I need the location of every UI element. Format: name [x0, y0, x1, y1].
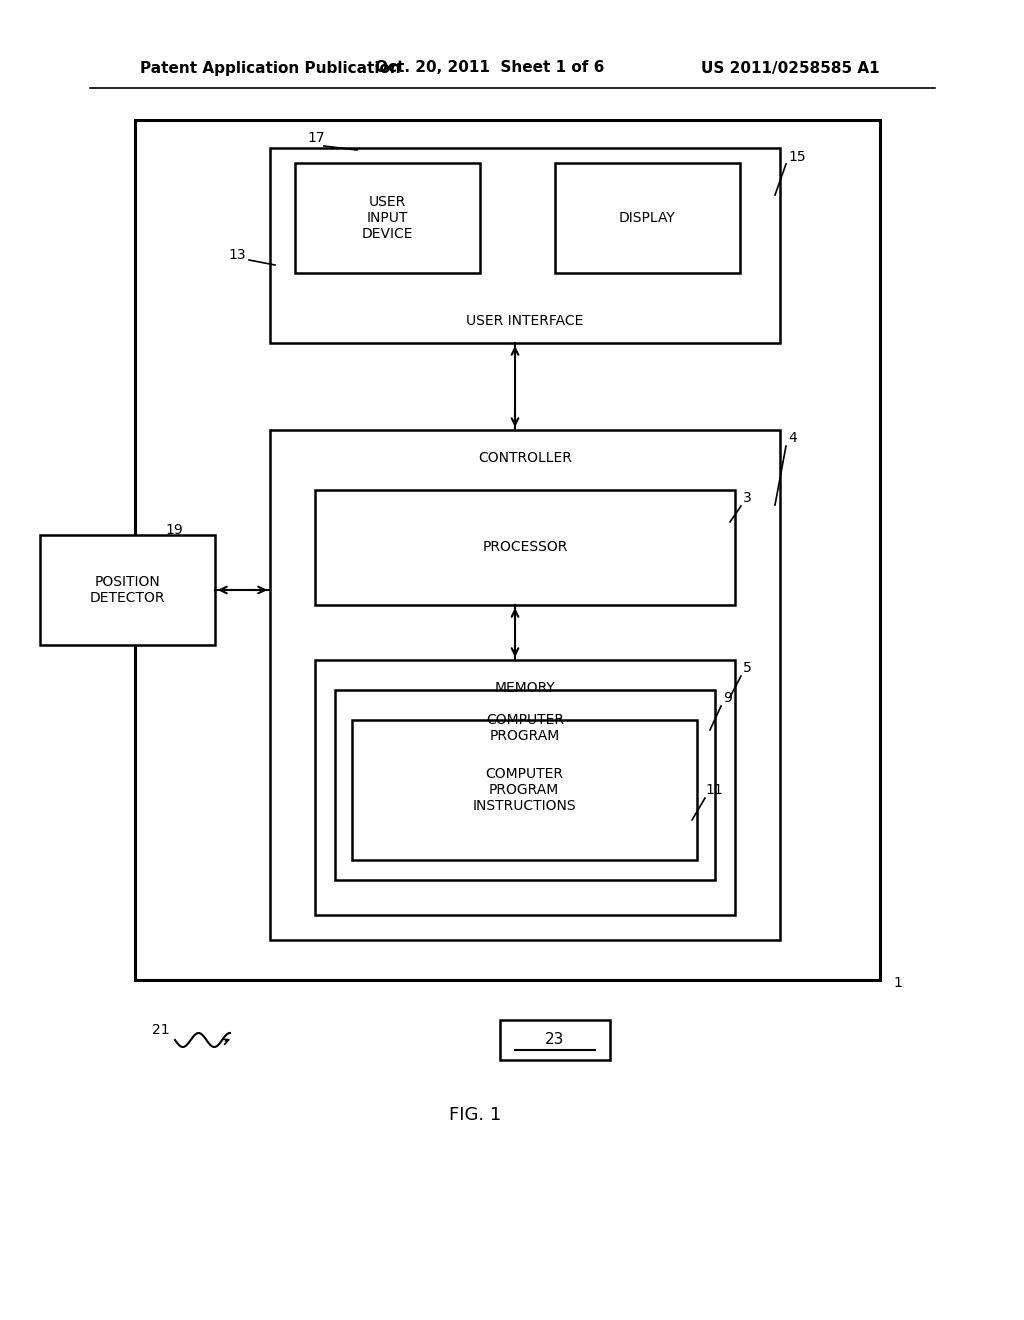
Text: 5: 5 — [743, 661, 752, 675]
Text: Patent Application Publication: Patent Application Publication — [140, 61, 400, 75]
Text: 13: 13 — [228, 248, 246, 261]
Text: 15: 15 — [788, 150, 806, 164]
Text: 21: 21 — [153, 1023, 170, 1038]
Text: 3: 3 — [743, 491, 752, 506]
Text: FIG. 1: FIG. 1 — [449, 1106, 501, 1125]
Text: 11: 11 — [705, 783, 723, 797]
Text: 23: 23 — [546, 1032, 564, 1048]
Bar — [315, 660, 735, 915]
Text: 17: 17 — [307, 131, 325, 145]
Bar — [555, 162, 740, 273]
Text: USER
INPUT
DEVICE: USER INPUT DEVICE — [361, 195, 413, 242]
Bar — [270, 430, 780, 940]
Text: Oct. 20, 2011  Sheet 1 of 6: Oct. 20, 2011 Sheet 1 of 6 — [376, 61, 605, 75]
Text: COMPUTER
PROGRAM: COMPUTER PROGRAM — [486, 713, 564, 743]
Bar — [135, 120, 880, 979]
Bar — [40, 535, 215, 645]
Text: POSITION
DETECTOR: POSITION DETECTOR — [89, 576, 165, 605]
Text: 1: 1 — [893, 975, 902, 990]
Text: CONTROLLER: CONTROLLER — [478, 451, 572, 465]
Text: 9: 9 — [723, 690, 732, 705]
Text: PROCESSOR: PROCESSOR — [482, 540, 567, 554]
Bar — [295, 162, 480, 273]
Bar — [335, 690, 715, 880]
Text: MEMORY: MEMORY — [495, 681, 555, 696]
Text: 19: 19 — [165, 523, 182, 537]
Bar — [500, 1020, 610, 1060]
Bar — [315, 490, 735, 605]
Text: 4: 4 — [788, 432, 797, 445]
Text: US 2011/0258585 A1: US 2011/0258585 A1 — [701, 61, 880, 75]
Bar — [270, 148, 780, 343]
Bar — [352, 719, 697, 861]
Text: COMPUTER
PROGRAM
INSTRUCTIONS: COMPUTER PROGRAM INSTRUCTIONS — [472, 767, 575, 813]
Text: USER INTERFACE: USER INTERFACE — [466, 314, 584, 327]
Text: DISPLAY: DISPLAY — [618, 211, 676, 224]
